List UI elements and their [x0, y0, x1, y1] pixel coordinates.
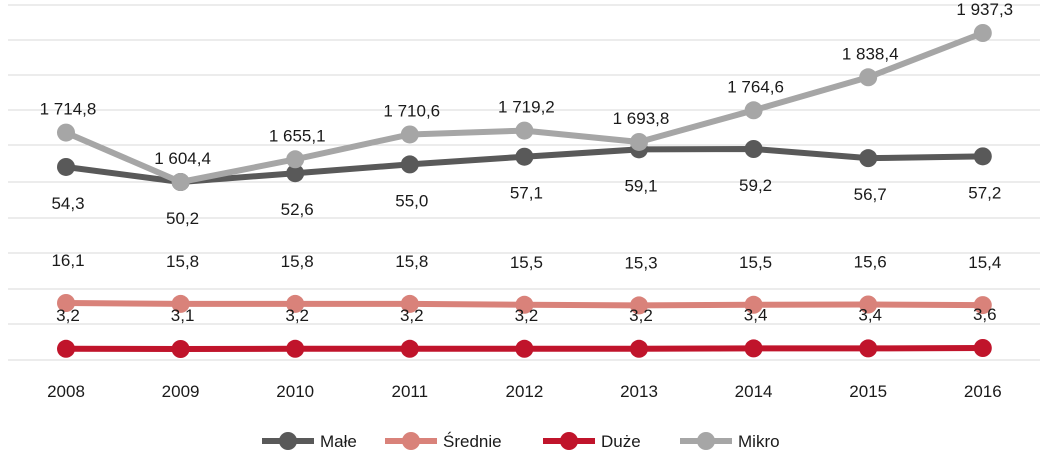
- data-point-male: [859, 149, 878, 168]
- data-label-mikro: 1 655,1: [269, 126, 326, 145]
- data-label-mikro: 1 937,3: [956, 0, 1013, 19]
- data-point-duze: [171, 340, 190, 358]
- data-label-srednie: 15,8: [166, 252, 199, 271]
- data-point-srednie: [859, 295, 878, 314]
- legend: Małe Średnie Duże Mikro: [262, 432, 780, 451]
- data-point-mikro: [744, 101, 763, 120]
- legend-marker: [402, 432, 420, 450]
- data-label-duze: 3,2: [400, 306, 424, 325]
- data-point-mikro: [973, 24, 992, 42]
- data-label-mikro: 1 714,8: [40, 100, 97, 119]
- series-lines: [57, 24, 992, 358]
- data-label-mikro: 1 710,6: [383, 101, 440, 120]
- data-label-male: 57,2: [968, 183, 1001, 202]
- x-tick-label: 2014: [735, 382, 773, 401]
- data-point-male: [515, 147, 534, 166]
- x-tick-label: 2012: [505, 382, 543, 401]
- data-point-male: [286, 164, 305, 183]
- data-point-mikro: [57, 123, 75, 142]
- legend-item-mikro: Mikro: [680, 432, 780, 451]
- data-point-duze: [859, 339, 878, 358]
- data-label-male: 59,1: [624, 176, 657, 195]
- data-point-srednie: [286, 294, 305, 313]
- data-label-mikro: 1 604,4: [154, 149, 211, 168]
- data-point-srednie: [400, 294, 419, 313]
- legend-label: Duże: [601, 432, 641, 451]
- data-label-duze: 3,2: [285, 306, 309, 325]
- data-point-duze: [515, 339, 534, 358]
- series-duze: [57, 339, 992, 358]
- data-point-duze: [57, 339, 75, 358]
- data-label-duze: 3,2: [515, 306, 539, 325]
- data-point-mikro: [630, 132, 648, 151]
- data-label-srednie: 15,8: [281, 252, 314, 271]
- data-label-duze: 3,2: [629, 306, 653, 325]
- x-tick-label: 2010: [276, 382, 314, 401]
- data-point-mikro: [171, 173, 190, 191]
- data-point-srednie: [57, 294, 75, 312]
- x-axis: 2008 2009 2010 2011 2012 2013 2014 2015 2016: [47, 382, 1002, 401]
- series-mikro: [57, 24, 992, 191]
- data-label-duze: 3,6: [973, 305, 997, 324]
- data-point-mikro: [400, 125, 419, 144]
- data-label-mikro: 1 838,4: [842, 44, 899, 63]
- x-tick-label: 2013: [620, 382, 658, 401]
- data-point-duze: [400, 339, 419, 358]
- data-point-male: [400, 155, 419, 174]
- x-tick-label: 2011: [392, 382, 429, 401]
- data-label-srednie: 15,8: [395, 252, 428, 271]
- data-point-duze: [973, 339, 992, 357]
- data-label-srednie: 15,5: [739, 253, 772, 272]
- data-label-duze: 3,4: [858, 305, 882, 324]
- data-label-male: 50,2: [166, 209, 199, 228]
- data-point-male: [744, 140, 763, 158]
- data-point-srednie: [744, 295, 763, 314]
- legend-marker: [697, 432, 715, 450]
- data-point-mikro: [286, 150, 305, 169]
- data-label-male: 59,2: [739, 176, 772, 195]
- data-point-mikro: [859, 68, 878, 87]
- x-tick-label: 2015: [849, 382, 887, 401]
- data-label-mikro: 1 693,8: [613, 109, 670, 128]
- data-label-mikro: 1 764,6: [727, 77, 784, 96]
- data-label-srednie: 15,6: [854, 253, 887, 272]
- x-tick-label: 2016: [964, 382, 1002, 401]
- data-point-duze: [286, 339, 305, 358]
- data-label-duze: 3,4: [744, 305, 768, 324]
- data-label-srednie: 15,3: [624, 253, 657, 272]
- data-label-srednie: 16,1: [51, 251, 84, 270]
- legend-marker: [560, 432, 578, 450]
- data-label-srednie: 15,5: [510, 253, 543, 272]
- data-point-srednie: [171, 294, 190, 313]
- data-point-male: [973, 147, 992, 166]
- data-label-male: 52,6: [281, 200, 314, 219]
- data-point-duze: [630, 339, 648, 358]
- legend-label: Mikro: [738, 432, 780, 451]
- data-point-mikro: [515, 121, 534, 140]
- data-label-male: 55,0: [395, 191, 428, 210]
- data-label-duze: 3,2: [56, 306, 80, 325]
- x-tick-label: 2009: [162, 382, 200, 401]
- data-label-duze: 3,1: [171, 306, 195, 325]
- data-label-male: 57,1: [510, 184, 543, 203]
- legend-item-duze: Duże: [543, 432, 641, 451]
- x-tick-label: 2008: [47, 382, 85, 401]
- data-point-srednie: [973, 296, 992, 315]
- legend-item-srednie: Średnie: [385, 432, 502, 451]
- data-labels: 3,2 3,1 3,2 3,2 3,2 3,2 3,4 3,4 3,6 16,1 15,8 15,8 1…: [40, 0, 1014, 325]
- data-point-srednie: [515, 295, 534, 314]
- data-label-male: 56,7: [854, 185, 887, 204]
- data-point-duze: [744, 339, 763, 358]
- data-label-srednie: 15,4: [968, 253, 1001, 272]
- data-point-srednie: [630, 296, 648, 315]
- legend-marker: [279, 432, 297, 450]
- data-label-male: 54,3: [51, 194, 84, 213]
- legend-item-male: Małe: [262, 432, 357, 451]
- series-srednie: [57, 294, 992, 315]
- data-label-mikro: 1 719,2: [498, 98, 555, 117]
- legend-label: Małe: [320, 432, 357, 451]
- data-point-male: [57, 157, 75, 176]
- legend-label: Średnie: [443, 432, 502, 451]
